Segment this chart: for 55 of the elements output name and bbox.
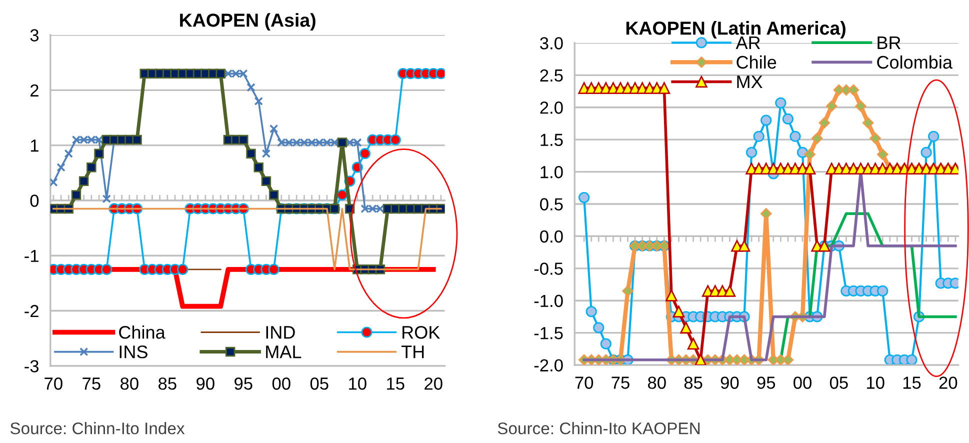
y-tick-label: -1.0 <box>534 294 563 308</box>
source-note: Source: Chinn-Ito Index <box>10 422 185 434</box>
legend-label: MX <box>737 76 762 88</box>
legend-label: AR <box>736 36 760 49</box>
y-tick-label: 1 <box>30 140 38 152</box>
legend-label: BR <box>878 36 900 49</box>
y-tick-label: -1 <box>24 250 38 262</box>
y-tick-label: 2.5 <box>540 69 563 82</box>
legend-label: INS <box>120 346 148 358</box>
x-tick-label: 15 <box>903 376 921 389</box>
chart-title: KAOPEN (Latin America) <box>626 21 846 39</box>
x-tick-label: 70 <box>575 376 594 389</box>
x-tick-label: 10 <box>349 377 366 390</box>
x-tick-label: 20 <box>424 377 442 390</box>
legend-label: IND <box>266 326 295 339</box>
x-tick-label: 80 <box>648 376 666 389</box>
y-tick-label: 2 <box>30 84 38 96</box>
y-tick-label: 0.5 <box>540 198 563 210</box>
y-tick-label: -2.0 <box>534 359 563 372</box>
legend-label: Colombia <box>877 55 952 69</box>
legend-label: Chile <box>736 55 776 69</box>
x-tick-label: 05 <box>310 377 328 390</box>
y-tick-label: 3 <box>30 29 39 42</box>
x-tick-label: 75 <box>82 378 100 390</box>
x-tick-label: 20 <box>939 376 958 389</box>
chart-title: KAOPEN (Asia) <box>180 13 316 31</box>
y-tick-label: 1.0 <box>540 166 563 178</box>
x-tick-label: 75 <box>612 376 630 389</box>
x-tick-label: 95 <box>757 376 776 389</box>
legend-label: China <box>119 325 166 339</box>
x-tick-label: 00 <box>794 376 812 389</box>
x-tick-label: 05 <box>830 376 848 389</box>
x-tick-label: 70 <box>44 377 62 390</box>
x-tick-label: 80 <box>120 377 138 390</box>
y-tick-label: -3 <box>24 360 39 372</box>
legend-label: MAL <box>266 346 302 358</box>
x-tick-label: 90 <box>720 376 739 389</box>
y-tick-label: 3.0 <box>540 37 563 50</box>
x-tick-label: 15 <box>387 378 404 390</box>
y-tick-label: -2 <box>24 304 38 318</box>
y-tick-label: 0 <box>30 194 39 207</box>
x-tick-label: 95 <box>234 377 252 390</box>
x-tick-label: 00 <box>272 377 290 390</box>
y-tick-label: 1.5 <box>540 134 563 146</box>
legend-label: ROK <box>402 326 440 339</box>
x-tick-label: 85 <box>684 376 702 389</box>
y-tick-label: -1.5 <box>534 327 563 340</box>
y-tick-label: -0.5 <box>534 262 563 275</box>
x-tick-label: 85 <box>158 377 176 390</box>
legend-label: TH <box>401 346 424 358</box>
y-tick-label: 2.0 <box>540 102 563 114</box>
source-note: Source: Chinn-Ito KAOPEN <box>498 422 700 434</box>
x-tick-label: 90 <box>196 377 214 390</box>
y-tick-label: 0.0 <box>540 230 563 243</box>
x-tick-label: 10 <box>867 376 884 389</box>
